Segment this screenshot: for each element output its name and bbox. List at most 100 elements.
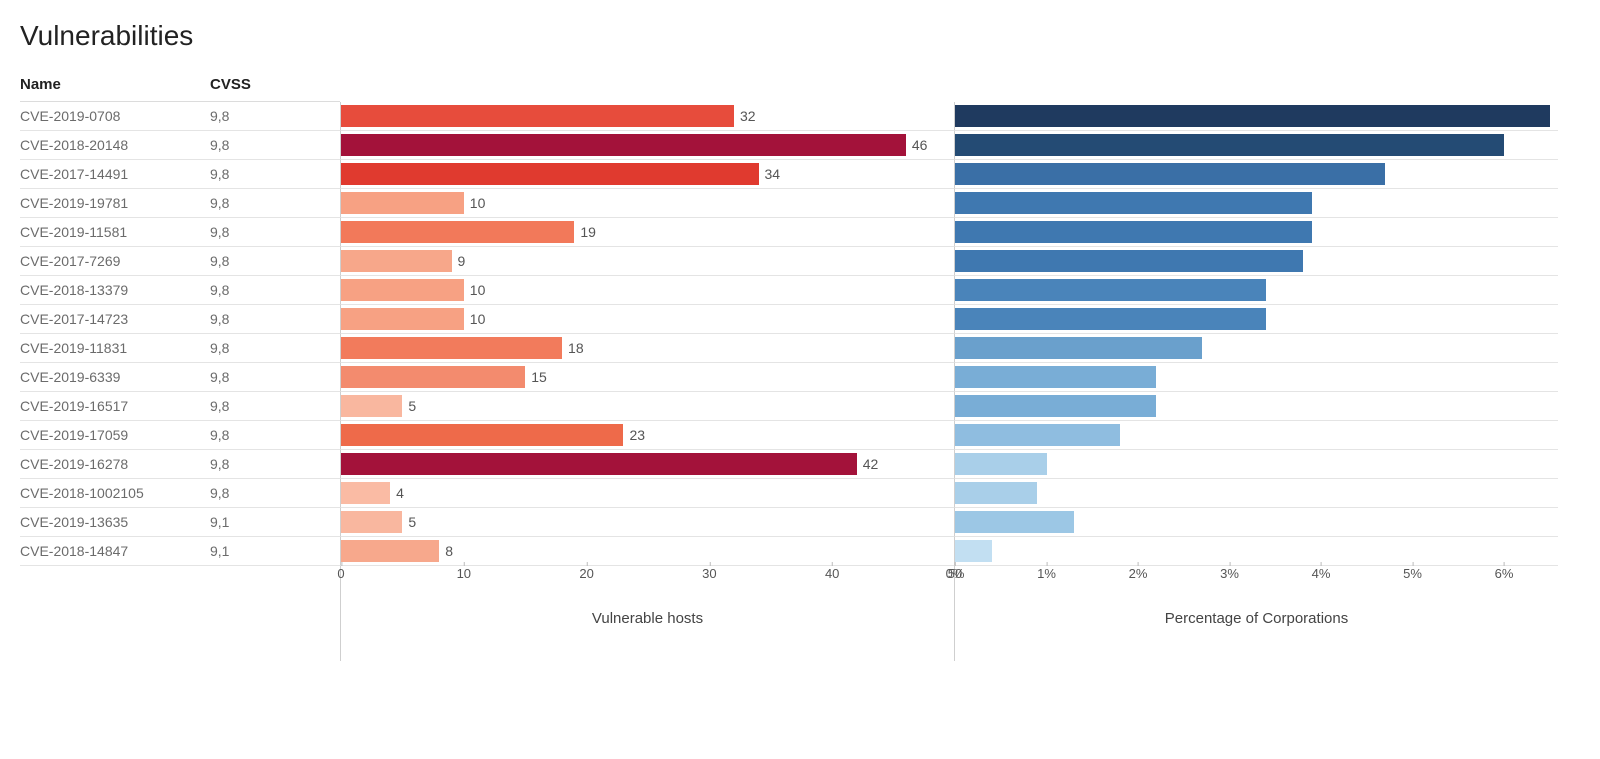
hosts-bar-cell: 34 (340, 160, 954, 189)
pct-bar[interactable] (955, 221, 1312, 243)
pct-bar-cell (954, 247, 1558, 276)
hosts-bar-label: 5 (408, 508, 416, 537)
pct-bar-cell (954, 392, 1558, 421)
hosts-bar-label: 15 (531, 363, 547, 392)
hosts-bar-cell: 15 (340, 363, 954, 392)
hosts-bar-cell: 18 (340, 334, 954, 363)
pct-axis-label: Percentage of Corporations (955, 610, 1558, 627)
pct-bar-cell (954, 508, 1558, 537)
hosts-bar[interactable] (341, 250, 452, 272)
hosts-bar-cell: 9 (340, 247, 954, 276)
hosts-bar-cell: 19 (340, 218, 954, 247)
cve-name: CVE-2018-1002105 (20, 479, 210, 508)
hosts-bar-label: 32 (740, 102, 756, 131)
cvss-value: 9,8 (210, 305, 340, 334)
hosts-bar-label: 10 (470, 276, 486, 305)
hosts-bar-cell: 5 (340, 392, 954, 421)
hosts-bar[interactable] (341, 482, 390, 504)
hosts-bar[interactable] (341, 279, 464, 301)
hosts-bar-label: 42 (863, 450, 879, 479)
pct-bar[interactable] (955, 540, 992, 562)
pct-bar[interactable] (955, 192, 1312, 214)
hosts-bar[interactable] (341, 163, 759, 185)
pct-axis-tick: 2% (1129, 566, 1148, 581)
cve-name: CVE-2017-14491 (20, 160, 210, 189)
cvss-value: 9,8 (210, 218, 340, 247)
cve-name: CVE-2017-14723 (20, 305, 210, 334)
hosts-bar-label: 46 (912, 131, 928, 160)
pct-bar[interactable] (955, 453, 1047, 475)
pct-bar[interactable] (955, 308, 1266, 330)
hosts-bar[interactable] (341, 424, 623, 446)
hosts-bar-cell: 42 (340, 450, 954, 479)
vulnerability-grid: Name CVSS CVE-2019-07089,832CVE-2018-201… (20, 74, 1580, 661)
page-title: Vulnerabilities (20, 20, 1580, 52)
hosts-axis-label: Vulnerable hosts (341, 610, 954, 627)
hosts-bar-label: 10 (470, 305, 486, 334)
pct-bar-cell (954, 305, 1558, 334)
hosts-bar-cell: 10 (340, 189, 954, 218)
pct-bar-cell (954, 276, 1558, 305)
hosts-bar-cell: 32 (340, 102, 954, 131)
hosts-bar-cell: 10 (340, 305, 954, 334)
cvss-value: 9,8 (210, 421, 340, 450)
hosts-bar[interactable] (341, 337, 562, 359)
page: Vulnerabilities Name CVSS CVE-2019-07089… (0, 0, 1600, 759)
hosts-bar[interactable] (341, 308, 464, 330)
pct-bar[interactable] (955, 134, 1504, 156)
pct-bar[interactable] (955, 279, 1266, 301)
axis-spacer (210, 566, 340, 661)
hosts-bar[interactable] (341, 366, 525, 388)
hosts-axis-tick: 0 (337, 566, 344, 581)
hosts-bar[interactable] (341, 453, 857, 475)
cve-name: CVE-2018-13379 (20, 276, 210, 305)
pct-bar[interactable] (955, 511, 1074, 533)
cvss-value: 9,8 (210, 450, 340, 479)
cve-name: CVE-2019-13635 (20, 508, 210, 537)
hosts-axis: 01020304050Vulnerable hosts (340, 566, 954, 661)
hosts-bar-cell: 23 (340, 421, 954, 450)
pct-bar[interactable] (955, 105, 1550, 127)
hosts-bar-label: 19 (580, 218, 596, 247)
pct-bar-cell (954, 102, 1558, 131)
pct-bar[interactable] (955, 250, 1303, 272)
pct-axis-tick: 5% (1403, 566, 1422, 581)
header-name: Name (20, 74, 210, 102)
pct-axis-tick: 6% (1495, 566, 1514, 581)
hosts-axis-tick: 20 (579, 566, 593, 581)
hosts-bar[interactable] (341, 511, 402, 533)
pct-bar-cell (954, 363, 1558, 392)
hosts-bar-label: 5 (408, 392, 416, 421)
cvss-value: 9,1 (210, 508, 340, 537)
pct-bar[interactable] (955, 366, 1156, 388)
hosts-bar-cell: 4 (340, 479, 954, 508)
hosts-bar[interactable] (341, 395, 402, 417)
cvss-value: 9,8 (210, 131, 340, 160)
pct-bar[interactable] (955, 395, 1156, 417)
hosts-bar[interactable] (341, 105, 734, 127)
pct-bar[interactable] (955, 482, 1037, 504)
pct-axis-tick: 0% (946, 566, 965, 581)
pct-bar[interactable] (955, 337, 1202, 359)
hosts-bar[interactable] (341, 221, 574, 243)
cvss-value: 9,8 (210, 102, 340, 131)
pct-bar[interactable] (955, 424, 1120, 446)
hosts-bar-label: 18 (568, 334, 584, 363)
hosts-bar[interactable] (341, 540, 439, 562)
hosts-bar[interactable] (341, 192, 464, 214)
hosts-bar[interactable] (341, 134, 906, 156)
cvss-value: 9,8 (210, 392, 340, 421)
cve-name: CVE-2019-11581 (20, 218, 210, 247)
pct-axis: 0%1%2%3%4%5%6%Percentage of Corporations (954, 566, 1558, 661)
pct-bar-cell (954, 131, 1558, 160)
cve-name: CVE-2018-14847 (20, 537, 210, 566)
cvss-value: 9,1 (210, 537, 340, 566)
pct-bar[interactable] (955, 163, 1385, 185)
pct-bar-cell (954, 479, 1558, 508)
pct-axis-tick: 1% (1037, 566, 1056, 581)
cve-name: CVE-2017-7269 (20, 247, 210, 276)
cve-name: CVE-2019-16517 (20, 392, 210, 421)
cvss-value: 9,8 (210, 276, 340, 305)
header-cvss: CVSS (210, 74, 340, 102)
cve-name: CVE-2019-6339 (20, 363, 210, 392)
